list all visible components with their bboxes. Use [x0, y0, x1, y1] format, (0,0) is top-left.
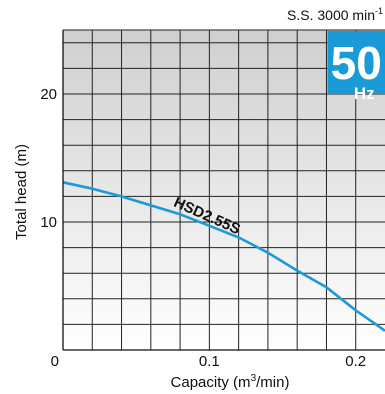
frequency-badge — [327, 31, 385, 94]
y-tick-label: 10 — [40, 214, 57, 231]
x-tick-label: 0.1 — [199, 353, 220, 370]
x-tick-label: 0 — [51, 353, 59, 370]
speed-annotation-sup: -1 — [375, 6, 383, 16]
speed-annotation: S.S. 3000 min-1 — [287, 6, 383, 23]
x-axis-title: Capacity (m3/min) — [171, 373, 290, 391]
performance-curve-hsd255s — [62, 181, 385, 332]
x-axis-title-main: Capacity (m — [171, 374, 251, 391]
x-tick-label: 0.2 — [345, 353, 366, 370]
frequency-value: 50 — [331, 37, 382, 89]
x-axis-title-sup: 3 — [251, 373, 257, 384]
frequency-unit: Hz — [354, 84, 375, 103]
y-axis-title: Total head (m) — [13, 144, 30, 240]
y-tick-label: 20 — [40, 86, 57, 103]
x-axis-title-suffix: /min) — [256, 374, 289, 391]
speed-annotation-main: S.S. 3000 min — [287, 7, 375, 23]
